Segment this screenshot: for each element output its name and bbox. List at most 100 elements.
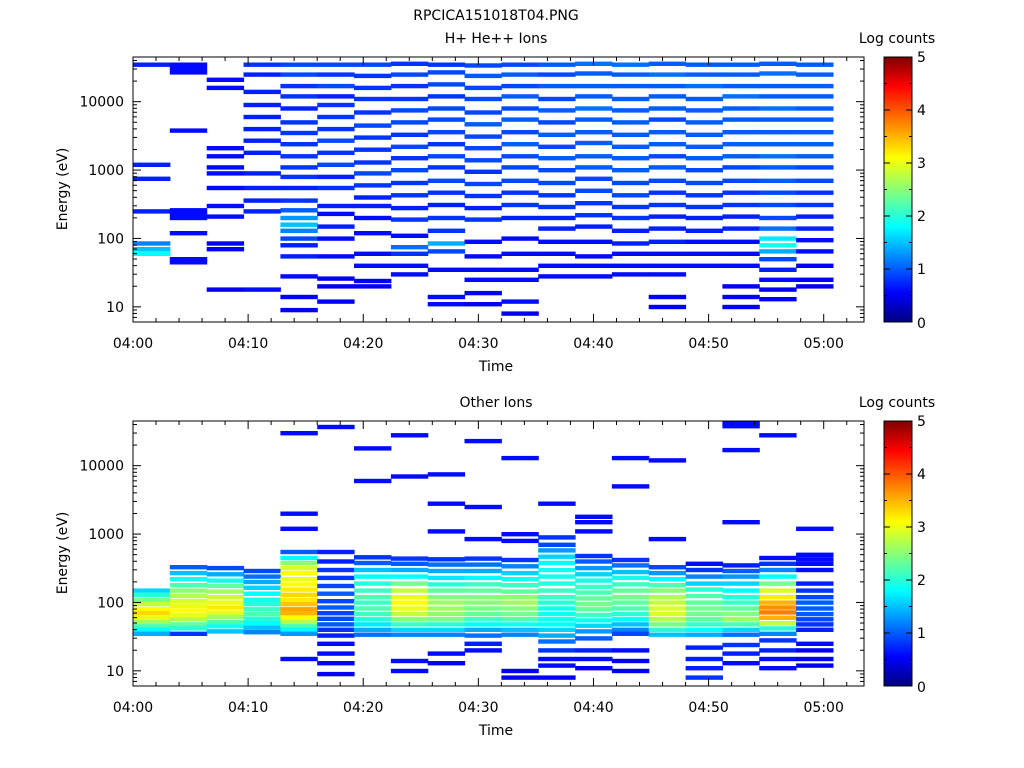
heatmap-cell [501,202,539,208]
heatmap-cell [427,568,466,574]
heatmap-cell [501,165,539,170]
heatmap-cell [464,611,502,617]
heatmap-cell [538,656,576,662]
heatmap-cell [538,62,576,67]
heatmap-cell [354,73,392,79]
heatmap-cell [280,142,318,147]
heatmap-cell [648,263,687,268]
x-tick-label: 04:10 [228,700,268,716]
heatmap-cell [427,294,466,300]
heatmap-cell [648,165,687,170]
heatmap-cell [648,570,687,576]
heatmap-cell [501,617,539,622]
heatmap-cell [464,205,502,211]
heatmap-cell [685,62,723,67]
heatmap-cell [206,154,245,159]
heatmap-cell [354,183,392,188]
heatmap-cell [427,606,466,611]
heatmap-cell [685,72,723,77]
heatmap-cell [538,554,576,559]
heatmap-cell [354,263,392,268]
heatmap-cell [722,595,760,600]
heatmap-cell [685,251,723,256]
colorbar-tick-label: 1 [917,262,926,278]
heatmap-cell [648,622,687,627]
heatmap-cell [427,130,466,135]
heatmap-cell [280,106,318,111]
heatmap-cell [759,178,797,183]
heatmap-cell [501,154,539,159]
y-tick-label: 1000 [88,527,124,543]
heatmap-cell [759,277,797,282]
colorbar-tick-label: 5 [917,414,926,430]
heatmap-cell [796,617,834,622]
heatmap-cell [427,582,466,587]
x-tick-label: 04:00 [113,700,153,716]
heatmap-cell [685,593,723,599]
heatmap-cell [759,117,797,122]
heatmap-cell [575,154,613,159]
heatmap-cell [648,458,687,463]
heatmap-cell [354,110,392,115]
heatmap-cell [538,567,576,573]
heatmap-cell [722,165,760,170]
heatmap-cell [133,607,171,612]
heatmap-cell [538,263,576,268]
heatmap-cell [464,85,502,91]
heatmap-cell [796,588,834,593]
heatmap-cell [464,217,502,222]
heatmap-cell [317,211,355,217]
y-tick-label: 10 [106,664,124,680]
colorbar-tick-label: 4 [917,103,926,119]
heatmap-cell [575,130,613,135]
heatmap-cell [317,424,355,430]
heatmap-cell [575,618,613,623]
heatmap-cell [354,446,392,451]
heatmap-cell [390,180,429,186]
heatmap-cell [464,617,502,622]
heatmap-cell [685,675,723,680]
heatmap-cell [722,581,760,586]
heatmap-cell [685,156,723,161]
heatmap-cell [464,290,502,296]
heatmap-cell [317,299,355,304]
heatmap-cell [648,272,687,277]
heatmap-cell [611,251,650,256]
heatmap-cell [759,297,797,302]
heatmap-cell [648,94,687,99]
x-tick-label: 04:30 [458,336,498,352]
heatmap-cell [575,83,613,89]
heatmap-cell [317,203,355,209]
heatmap-cell [390,627,429,632]
heatmap-cell [133,611,171,616]
heatmap-cell [722,83,760,89]
heatmap-cell [759,605,797,610]
heatmap-cell [648,190,687,195]
heatmap-cell [390,556,429,561]
heatmap-cell [390,205,429,211]
heatmap-cell [464,438,502,444]
heatmap-cell [648,536,687,542]
heatmap-cell [317,611,355,616]
heatmap-cell [759,249,797,254]
heatmap-cell [390,658,429,664]
heatmap-cell [390,132,429,137]
heatmap-cell [685,600,723,605]
heatmap-cells [133,61,834,316]
heatmap-cell [611,611,650,617]
heatmap-cell [169,231,208,236]
heatmap-cell [575,648,613,653]
heatmap-cell [243,209,281,214]
heatmap-cell [538,581,576,586]
heatmap-cell [759,433,797,438]
heatmap-cell [206,619,245,625]
colorbar-tick-label: 3 [917,520,926,536]
heatmap-cell [280,587,318,592]
heatmap-cell [611,569,650,575]
heatmap-cell [243,198,281,203]
heatmap-cell [759,94,797,99]
heatmap-cell [206,77,245,82]
heatmap-cell [759,190,797,195]
heatmap-cell [538,560,576,566]
heatmap-cell [648,61,687,66]
